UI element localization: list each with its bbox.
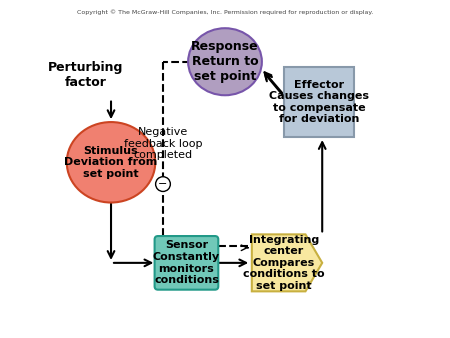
FancyBboxPatch shape — [284, 67, 354, 137]
Text: Perturbing
factor: Perturbing factor — [48, 61, 124, 89]
Circle shape — [156, 177, 171, 191]
Text: Response
Return to
set point: Response Return to set point — [191, 40, 259, 83]
Polygon shape — [252, 234, 322, 291]
Ellipse shape — [67, 122, 155, 202]
FancyBboxPatch shape — [155, 236, 218, 290]
Ellipse shape — [188, 28, 262, 95]
Text: Effector
Causes changes
to compensate
for deviation: Effector Causes changes to compensate fo… — [269, 79, 369, 124]
Text: Copyright © The McGraw-Hill Companies, Inc. Permission required for reproduction: Copyright © The McGraw-Hill Companies, I… — [77, 10, 373, 16]
Text: Negative
feedback loop
completed: Negative feedback loop completed — [124, 127, 202, 161]
Text: Stimulus
Deviation from
set point: Stimulus Deviation from set point — [64, 146, 158, 179]
Text: −: − — [158, 179, 168, 189]
Text: Sensor
Constantly
monitors
conditions: Sensor Constantly monitors conditions — [153, 240, 220, 285]
Text: Integrating
center
Compares
conditions to
set point: Integrating center Compares conditions t… — [243, 235, 324, 291]
